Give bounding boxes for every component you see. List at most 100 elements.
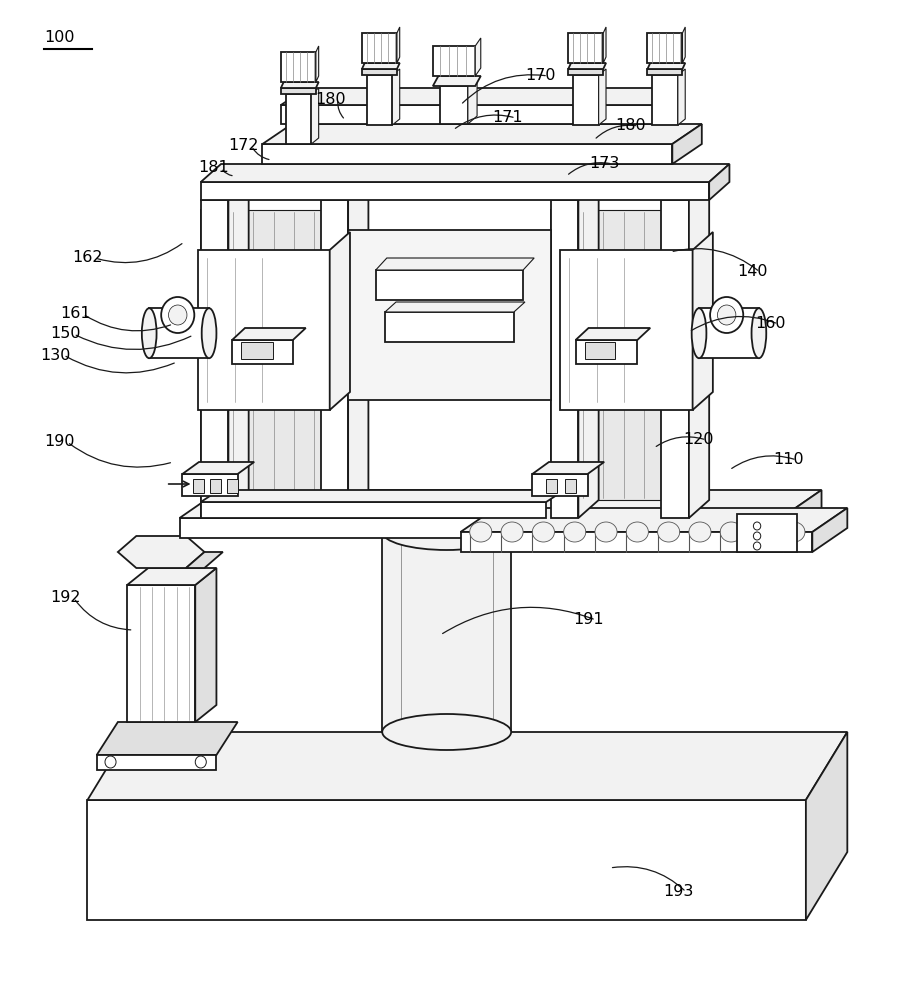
Polygon shape — [201, 182, 709, 200]
Polygon shape — [599, 69, 606, 125]
Ellipse shape — [382, 714, 511, 750]
Polygon shape — [262, 144, 672, 164]
Text: 193: 193 — [663, 884, 694, 900]
Polygon shape — [180, 518, 781, 538]
Text: 110: 110 — [774, 452, 804, 468]
Text: 140: 140 — [737, 264, 767, 279]
Polygon shape — [127, 585, 195, 722]
Circle shape — [753, 522, 761, 530]
Polygon shape — [460, 508, 847, 532]
Polygon shape — [812, 508, 847, 552]
Polygon shape — [201, 502, 546, 518]
Polygon shape — [149, 308, 209, 358]
Text: 191: 191 — [573, 612, 603, 628]
Circle shape — [105, 756, 116, 768]
Ellipse shape — [626, 522, 648, 542]
Ellipse shape — [783, 522, 805, 542]
Polygon shape — [281, 105, 654, 124]
Polygon shape — [433, 46, 475, 76]
Polygon shape — [376, 270, 523, 300]
Ellipse shape — [532, 522, 554, 542]
Polygon shape — [127, 568, 216, 585]
Polygon shape — [316, 46, 319, 82]
Polygon shape — [201, 210, 228, 500]
Polygon shape — [348, 182, 368, 518]
Text: 162: 162 — [72, 250, 102, 265]
Polygon shape — [576, 340, 637, 364]
Ellipse shape — [752, 522, 774, 542]
Polygon shape — [97, 722, 238, 755]
Circle shape — [161, 297, 194, 333]
Polygon shape — [201, 490, 565, 502]
Polygon shape — [281, 52, 316, 82]
Polygon shape — [87, 732, 847, 800]
Polygon shape — [682, 27, 685, 63]
Polygon shape — [693, 232, 713, 410]
Ellipse shape — [470, 522, 492, 542]
Polygon shape — [460, 532, 812, 552]
Polygon shape — [241, 342, 273, 359]
Polygon shape — [97, 755, 216, 770]
Polygon shape — [560, 250, 693, 410]
Text: 172: 172 — [228, 138, 259, 153]
Ellipse shape — [382, 514, 511, 550]
Ellipse shape — [595, 522, 617, 542]
Polygon shape — [576, 328, 650, 340]
Polygon shape — [382, 532, 511, 732]
Text: 192: 192 — [51, 590, 81, 605]
Bar — [546, 479, 557, 493]
Polygon shape — [568, 63, 606, 69]
Polygon shape — [362, 63, 400, 69]
Ellipse shape — [658, 522, 680, 542]
Circle shape — [710, 297, 743, 333]
Polygon shape — [281, 88, 680, 105]
Polygon shape — [281, 82, 319, 88]
Polygon shape — [367, 75, 392, 125]
Polygon shape — [647, 33, 682, 63]
Text: 120: 120 — [683, 432, 714, 448]
Text: 161: 161 — [60, 306, 90, 322]
Ellipse shape — [564, 522, 586, 542]
Polygon shape — [689, 182, 709, 518]
Bar — [565, 479, 576, 493]
Polygon shape — [281, 88, 316, 94]
Text: 173: 173 — [589, 156, 620, 172]
Polygon shape — [468, 78, 477, 124]
Polygon shape — [228, 182, 249, 518]
Polygon shape — [201, 200, 228, 518]
Polygon shape — [232, 328, 306, 340]
Polygon shape — [603, 27, 606, 63]
Polygon shape — [286, 94, 311, 144]
Polygon shape — [647, 63, 685, 69]
Ellipse shape — [689, 522, 711, 542]
Circle shape — [753, 532, 761, 540]
Polygon shape — [551, 200, 578, 518]
Polygon shape — [709, 164, 729, 200]
Text: 170: 170 — [525, 68, 555, 84]
Polygon shape — [647, 69, 682, 75]
Ellipse shape — [202, 308, 216, 358]
Polygon shape — [699, 308, 759, 358]
Polygon shape — [573, 75, 599, 125]
Text: 160: 160 — [755, 316, 786, 332]
Circle shape — [195, 756, 206, 768]
Ellipse shape — [692, 308, 706, 358]
Circle shape — [717, 305, 736, 325]
Polygon shape — [433, 76, 481, 86]
Polygon shape — [182, 462, 254, 474]
Polygon shape — [182, 474, 238, 496]
Polygon shape — [385, 302, 525, 312]
Polygon shape — [195, 568, 216, 722]
Polygon shape — [201, 164, 729, 182]
Text: 171: 171 — [493, 110, 523, 125]
Polygon shape — [311, 88, 319, 144]
Polygon shape — [652, 75, 678, 125]
Polygon shape — [87, 800, 806, 920]
Polygon shape — [781, 490, 822, 538]
Polygon shape — [232, 340, 293, 364]
Text: 180: 180 — [315, 92, 345, 106]
Polygon shape — [578, 182, 599, 518]
Text: 130: 130 — [41, 348, 71, 362]
Polygon shape — [661, 200, 689, 518]
Polygon shape — [321, 200, 348, 518]
